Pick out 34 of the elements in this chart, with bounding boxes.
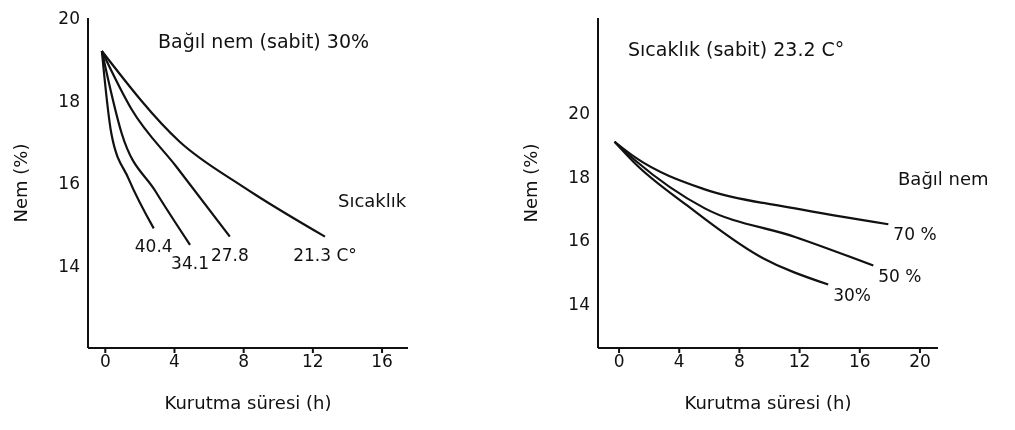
y-tick-label: 18 <box>58 90 80 111</box>
annotation: Bağıl nem <box>898 168 989 189</box>
series-label: 21.3 C° <box>293 244 357 265</box>
x-tick-label: 0 <box>613 351 625 372</box>
y-tick-label: 20 <box>568 103 590 124</box>
x-axis-title: Kurutma süresi (h) <box>684 392 852 413</box>
series-label: 34.1 <box>171 252 209 273</box>
series-label: 50 % <box>878 265 922 286</box>
y-tick-label: 20 <box>58 8 80 29</box>
annotation: Sıcaklık <box>338 190 407 211</box>
series-label: 40.4 <box>134 236 173 257</box>
y-tick-label: 14 <box>568 293 590 314</box>
text: Sıcaklık (sabit) 23.2 C° <box>628 38 845 60</box>
x-tick-label: 12 <box>788 351 811 372</box>
y-tick-label: 18 <box>568 166 590 187</box>
y-tick-label: 16 <box>568 230 590 251</box>
y-tick-label: 16 <box>58 173 80 194</box>
x-tick-label: 16 <box>848 351 871 372</box>
y-axis-title: Nem (%) <box>10 143 32 223</box>
series-label: 27.8 <box>210 244 249 265</box>
x-tick-label: 8 <box>238 351 250 372</box>
x-tick-label: 16 <box>371 351 393 372</box>
x-tick-label: 8 <box>734 351 745 372</box>
y-axis-title: Nem (%) <box>520 143 542 223</box>
x-tick-label: 12 <box>302 351 324 372</box>
series-label: 30% <box>833 284 871 305</box>
x-tick-label: 0 <box>99 351 111 372</box>
series-label: 70 % <box>893 224 937 245</box>
y-tick-label: 14 <box>58 255 80 276</box>
text: Bağıl nem (sabit) 30% <box>158 30 370 52</box>
x-tick-label: 20 <box>909 351 931 372</box>
x-tick-label: 4 <box>169 351 180 372</box>
x-axis-title: Kurutma süresi (h) <box>164 392 332 413</box>
x-tick-label: 4 <box>673 351 685 372</box>
